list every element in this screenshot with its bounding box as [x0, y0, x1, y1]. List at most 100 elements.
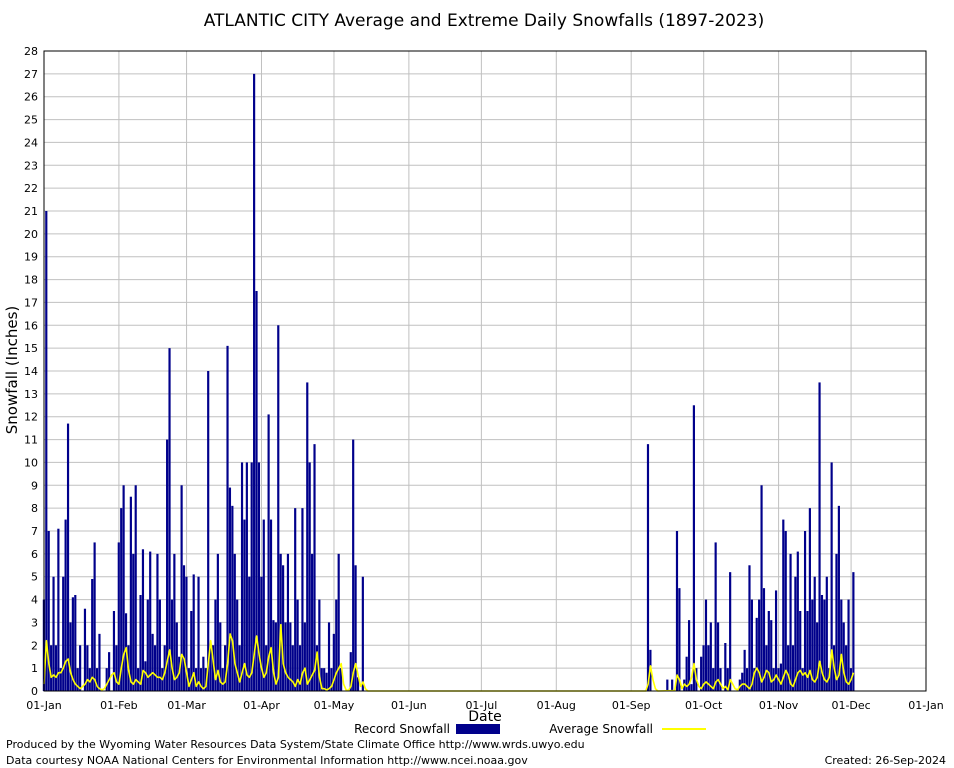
record-bar [837, 505, 840, 691]
record-bar [646, 444, 650, 691]
record-bar [738, 679, 741, 691]
y-tick-label: 20 [24, 228, 38, 241]
record-bar [59, 668, 62, 691]
record-bar [707, 645, 710, 691]
y-tick-label: 8 [31, 502, 38, 515]
average-line-layer [43, 623, 855, 692]
x-tick-label: 01-Dec [831, 699, 870, 712]
record-bar [216, 553, 219, 691]
record-bar [356, 677, 360, 691]
record-bar [129, 496, 132, 691]
record-bar [828, 668, 831, 691]
record-bar [813, 576, 816, 691]
record-bar [666, 679, 669, 691]
record-bar [692, 405, 695, 691]
y-tick-label: 18 [24, 274, 38, 287]
record-bar [158, 599, 161, 691]
record-bar [352, 439, 355, 691]
record-bar [741, 672, 744, 691]
record-bar [173, 553, 176, 691]
record-bar [112, 611, 116, 691]
record-bar [66, 423, 70, 691]
record-bar [789, 553, 792, 691]
record-bar [765, 645, 768, 691]
record-bar [185, 576, 188, 691]
record-bar [202, 656, 205, 691]
record-bar [93, 542, 96, 691]
x-tick-label: 01-Aug [537, 699, 576, 712]
record-bar [146, 599, 149, 691]
record-bar [325, 672, 328, 691]
x-tick-label: 01-Apr [243, 699, 280, 712]
record-bar [236, 599, 239, 691]
record-bar [298, 645, 302, 691]
record-bar [308, 462, 311, 691]
record-bar [269, 519, 273, 691]
record-bar [76, 668, 79, 691]
record-bar [245, 462, 248, 691]
record-bar [286, 553, 290, 691]
x-axis-label: Date [468, 709, 501, 725]
y-tick-label: 1 [31, 662, 38, 675]
record-bar [762, 588, 766, 691]
record-bar [320, 668, 323, 691]
record-bar [238, 645, 241, 691]
record-bar [214, 599, 217, 691]
record-bar [88, 668, 91, 691]
record-bar [306, 382, 309, 691]
record-bar [323, 668, 326, 691]
y-tick-label: 6 [31, 548, 38, 561]
record-bar [794, 576, 797, 691]
record-bar [685, 656, 688, 691]
record-bar [806, 611, 809, 691]
record-bar [774, 590, 778, 691]
record-bar [248, 576, 251, 691]
record-bar [753, 668, 756, 691]
record-bar [787, 645, 790, 691]
record-bar [105, 668, 108, 691]
record-bar [255, 291, 258, 691]
record-bar [144, 661, 147, 691]
record-bar [835, 553, 838, 691]
record-bar [719, 668, 722, 691]
record-bar [284, 622, 287, 691]
record-bar [132, 553, 135, 691]
y-tick-label: 13 [24, 388, 38, 401]
y-tick-label: 22 [24, 182, 38, 195]
record-bar [852, 572, 855, 691]
record-bar [231, 505, 234, 691]
record-bar [770, 620, 773, 691]
record-bar [332, 633, 335, 691]
record-bar [260, 576, 263, 691]
record-bar [675, 531, 679, 691]
record-bar [149, 551, 152, 691]
record-bar [221, 668, 224, 691]
record-bar [156, 553, 159, 691]
record-bar [95, 668, 99, 691]
x-tick-label: 01-Jan [26, 699, 62, 712]
record-bar [330, 668, 333, 691]
y-tick-label: 15 [24, 342, 38, 355]
x-tick-label: 01-Feb [100, 699, 137, 712]
record-bar [224, 645, 227, 691]
record-bar [86, 645, 89, 691]
legend: Record Snowfall Average Snowfall [354, 722, 706, 736]
record-bar [151, 633, 154, 691]
record-bar [166, 439, 169, 691]
legend-record-label: Record Snowfall [354, 722, 450, 736]
legend-average-label: Average Snowfall [549, 722, 653, 736]
record-bar [303, 622, 306, 691]
record-bar [716, 622, 720, 691]
record-bar [823, 599, 826, 691]
record-bar [64, 519, 67, 691]
record-bar [845, 645, 848, 691]
credit-line-data-source: Data courtesy NOAA National Centers for … [6, 754, 528, 767]
gridlines [44, 51, 926, 691]
record-bar [825, 576, 828, 691]
record-bar [702, 645, 705, 691]
x-tick-labels: 01-Jan 01-Feb 01-Mar 01-Apr 01-May 01-Jun 01-J… [26, 699, 944, 712]
record-bar [108, 652, 111, 691]
record-bar [755, 617, 758, 691]
y-tick-label: 11 [24, 434, 38, 447]
record-bar [726, 668, 729, 691]
